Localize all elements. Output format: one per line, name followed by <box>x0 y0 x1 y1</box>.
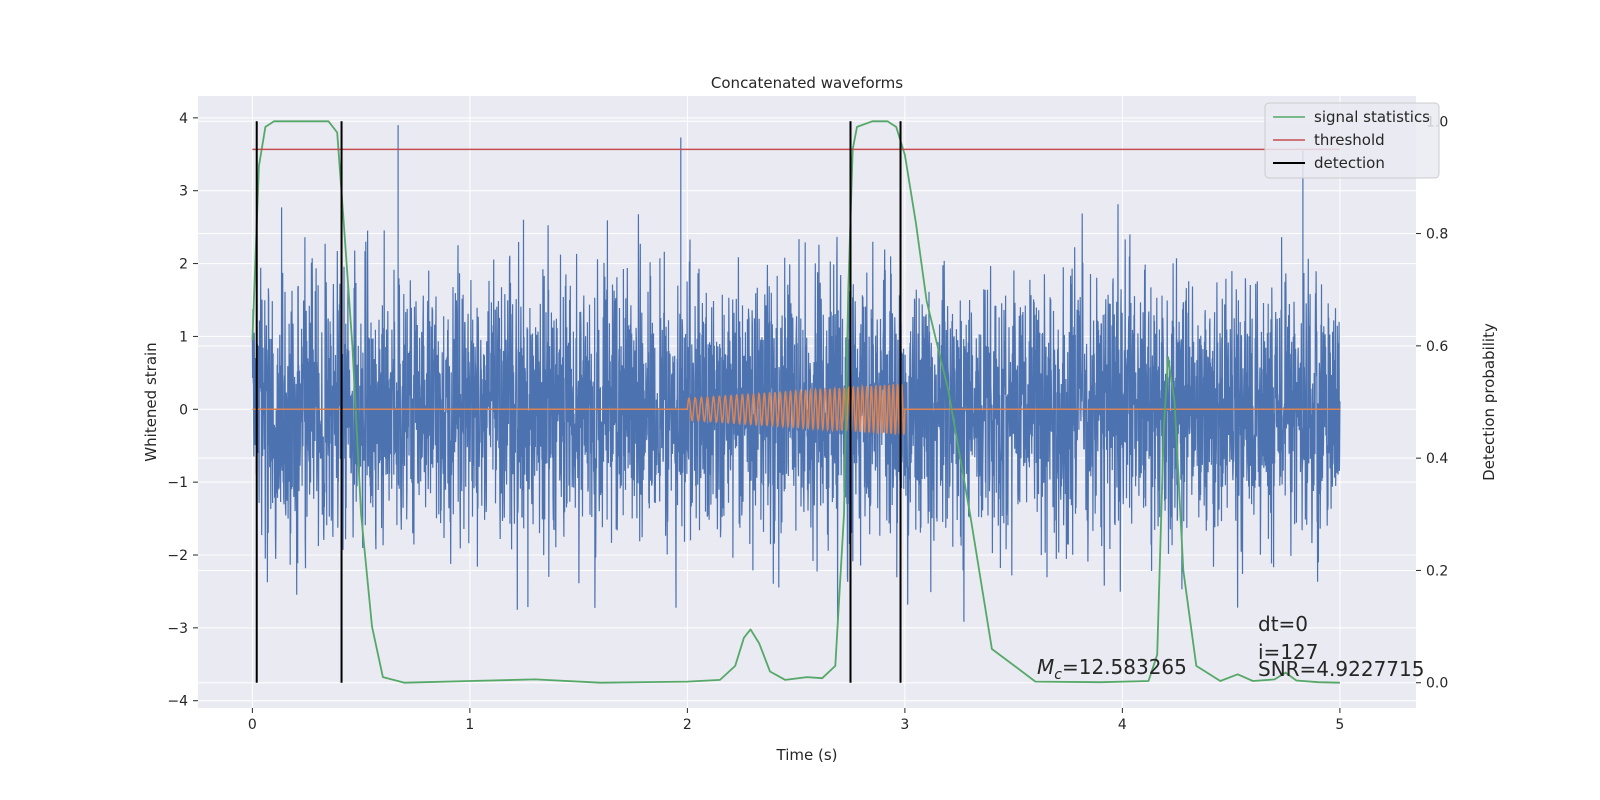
injected-waveform-line <box>252 383 1340 436</box>
legend-box <box>1264 102 1440 179</box>
y-right-tick-label: 0.8 <box>1426 227 1448 243</box>
mc-symbol: M <box>1037 655 1054 679</box>
mc-value: =12.583265 <box>1062 655 1187 679</box>
x-tick-label: 0 <box>248 717 257 733</box>
x-tick-label: 3 <box>900 717 909 733</box>
annotation-snr: SNR=4.9227715 <box>1258 657 1424 681</box>
y-left-tick-label: 1 <box>179 329 188 345</box>
x-tick-label: 4 <box>1118 717 1127 733</box>
y-left-tick-label: 4 <box>179 111 188 127</box>
y-left-tick-label: −1 <box>167 475 188 491</box>
x-axis: 0 1 2 3 4 5 <box>248 708 1344 733</box>
x-axis-label: Time (s) <box>776 746 838 764</box>
annotation-dt: dt=0 <box>1258 612 1308 636</box>
y-left-tick-label: 2 <box>179 257 188 273</box>
signal-statistics-layer <box>251 120 1340 684</box>
x-tick-label: 2 <box>683 717 692 733</box>
y-left-tick-label: −4 <box>167 694 188 710</box>
legend-threshold-label: threshold <box>1314 131 1385 149</box>
svg-text:Mc=12.583265: Mc=12.583265 <box>1037 655 1187 683</box>
y-right-tick-label: 0.0 <box>1426 676 1448 692</box>
legend-signal-statistics-label: signal statistics <box>1314 108 1430 126</box>
legend: signal statistics threshold detection <box>1264 102 1440 179</box>
plot-area <box>251 120 1341 684</box>
annotation-i: i=127 <box>1258 640 1319 664</box>
y-left-tick-label: 3 <box>179 184 188 200</box>
whitened-strain-trace <box>251 125 1341 629</box>
y-right-tick-label: 0.2 <box>1426 563 1448 579</box>
y-left-tick-label: −3 <box>167 621 188 637</box>
x-tick-label: 1 <box>465 717 474 733</box>
mc-subscript: c <box>1054 667 1062 683</box>
right-axis-label: Detection probability <box>1480 323 1498 481</box>
signal-statistics-line <box>251 120 1340 684</box>
y-left-tick-label: −2 <box>167 548 188 564</box>
whitened-strain-layer <box>251 125 1341 629</box>
y-right-tick-label: 0.4 <box>1426 451 1448 467</box>
y-right-tick-label: 0.6 <box>1426 339 1448 355</box>
chart-title: Concatenated waveforms <box>711 74 903 92</box>
left-axis-label: Whitened strain <box>142 342 160 461</box>
legend-detection-label: detection <box>1314 154 1385 172</box>
x-tick-label: 5 <box>1335 717 1344 733</box>
y-left-tick-label: 0 <box>179 402 188 418</box>
left-axis: 4 3 2 1 0 −1 −2 −3 −4 <box>167 111 198 710</box>
annotation-chirp-mass: Mc=12.583265 <box>1037 655 1187 683</box>
injected-waveform-layer <box>252 383 1340 436</box>
right-axis: 1.00.80.60.40.20.0 <box>1416 114 1448 692</box>
